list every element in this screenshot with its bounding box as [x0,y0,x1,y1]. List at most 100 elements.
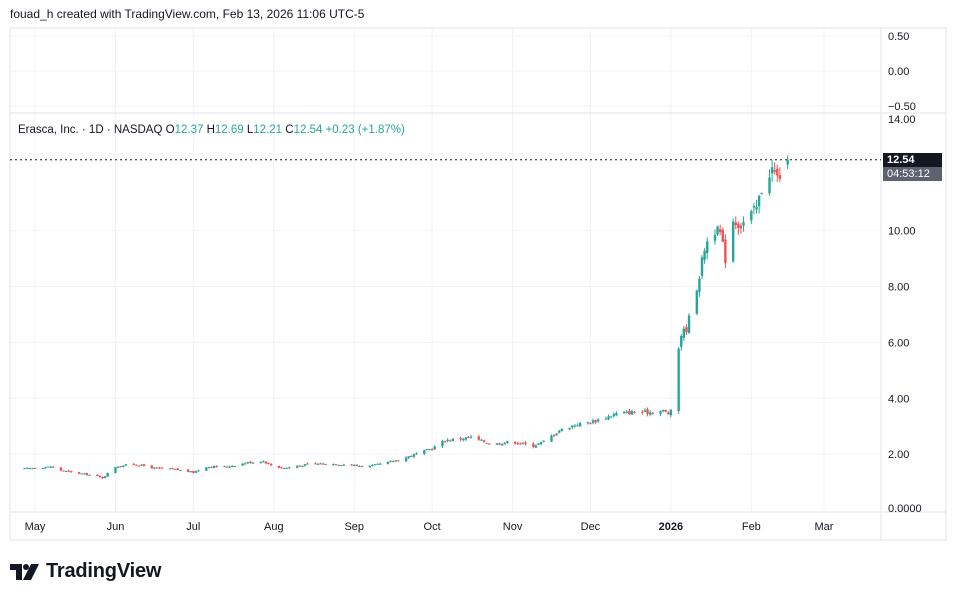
candle-body [249,461,252,464]
candle-body [604,418,608,420]
candle-body [285,467,288,469]
candle-body [648,412,652,415]
candle-body [207,466,211,468]
candle-body [615,413,618,416]
candle-body [77,472,81,474]
candle-body [31,468,34,470]
candle-body [49,466,52,468]
candle-body [67,470,70,472]
candle-body [301,466,304,468]
candle-body [321,463,325,465]
candle-body [46,466,50,468]
candle-body [228,466,231,468]
candle-body [485,442,488,444]
candle-body [197,470,200,472]
x-tick-label: 2026 [659,521,683,533]
time-axis: May Jun Jul Aug Sep Oct Nov Dec 2026 Feb Mar [25,521,834,533]
candle-body [573,425,577,427]
candle-body [376,463,379,465]
candle-body [394,460,397,462]
candle-body [607,416,610,420]
candle-body [215,465,218,467]
candle-body [306,463,309,465]
candle-body [407,456,410,458]
tradingview-logo[interactable]: TradingView [10,560,161,583]
candle-body [44,467,47,469]
candle-body [51,466,55,468]
candle-body [786,159,789,165]
candle-body [633,412,636,414]
candle-body [205,467,208,471]
candle-body [677,348,680,412]
x-tick-label: Nov [503,521,523,533]
candle-body [119,466,122,468]
high-value: 12.69 [214,124,244,136]
candle-body [155,467,159,469]
x-tick-label: Aug [264,521,284,533]
candle-body [441,440,444,447]
candle-body [462,439,465,441]
candle-body [586,422,590,424]
candle-body [350,464,353,466]
candle-body [718,229,722,232]
candle-body [298,465,301,467]
y-tick-label-upper: −0.50 [888,101,916,113]
candle-body [186,469,190,472]
symbol-name[interactable]: Erasca, Inc. · 1D · NASDAQ [18,124,163,136]
high-label: H [206,124,215,136]
candle-body [223,466,226,468]
candle-body [70,471,73,473]
candle-body [386,461,390,465]
candle-body [140,464,143,466]
candle-body [664,410,667,412]
candle-body [404,457,408,462]
candle-body [142,464,146,467]
candle-body [425,449,429,451]
candle-body [251,462,255,464]
candle-body [713,234,717,241]
candle-body [659,411,662,414]
candle-body [389,461,392,463]
candle-body [555,433,558,436]
candle-body [334,464,338,466]
candle-body [578,422,582,427]
candle-body [609,416,613,418]
candle-body [651,412,654,414]
low-value: 12.21 [253,124,283,136]
candle-body [135,464,138,466]
candle-body [295,466,299,468]
candle-body [353,464,356,466]
candle-body [160,467,164,469]
candle-body [534,445,538,448]
candle-body [739,225,743,229]
candle-body [194,471,198,473]
y-tick-label-upper: 0.00 [888,66,909,78]
candle-body [41,468,44,470]
candle-body [433,446,436,450]
candle-body [778,175,782,179]
countdown-badge: 04:53:12 [883,167,942,181]
candle-body [173,468,177,470]
candle-body [96,474,99,477]
y-tick-label: 4.00 [888,393,909,405]
candle-body [568,428,571,430]
candle-body [64,470,68,472]
candle-body [742,222,745,226]
candle-body [770,167,774,174]
candle-body [464,437,468,440]
candle-body [641,411,644,413]
candle-body [124,464,128,466]
candle-body [26,467,29,469]
candle-body [757,195,761,207]
candle-body [241,463,244,466]
candle-body [282,468,286,470]
candle-body [646,409,649,414]
candle-body [687,315,691,333]
candle-body [731,221,735,262]
candle-body [23,468,26,470]
candle-body [210,466,213,468]
candle-body [150,465,153,469]
x-tick-label: May [25,521,46,533]
candle-body [85,473,89,476]
